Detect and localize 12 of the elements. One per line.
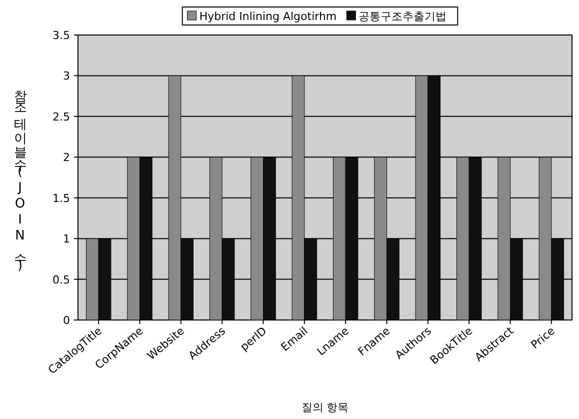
y-tick-label: 0.5 [52,273,70,286]
y-tick-label: 2 [63,151,70,164]
y-tick-label: 3 [63,70,70,83]
y-tick-label: 2.5 [52,110,70,124]
y-tick-label: 1 [63,232,70,246]
y-axis-title: 참조테이블수(JOIN수) [12,80,28,274]
legend-label: Hybrid Inlining Algotirhm [199,10,337,23]
x-axis-title: 질의 항목 [301,401,349,414]
y-tick-label: 1.5 [52,192,70,205]
y-tick-label: 3.5 [52,29,70,42]
y-tick-label: 0 [63,314,70,327]
legend-label: 공통구조추출기법 [358,10,447,23]
